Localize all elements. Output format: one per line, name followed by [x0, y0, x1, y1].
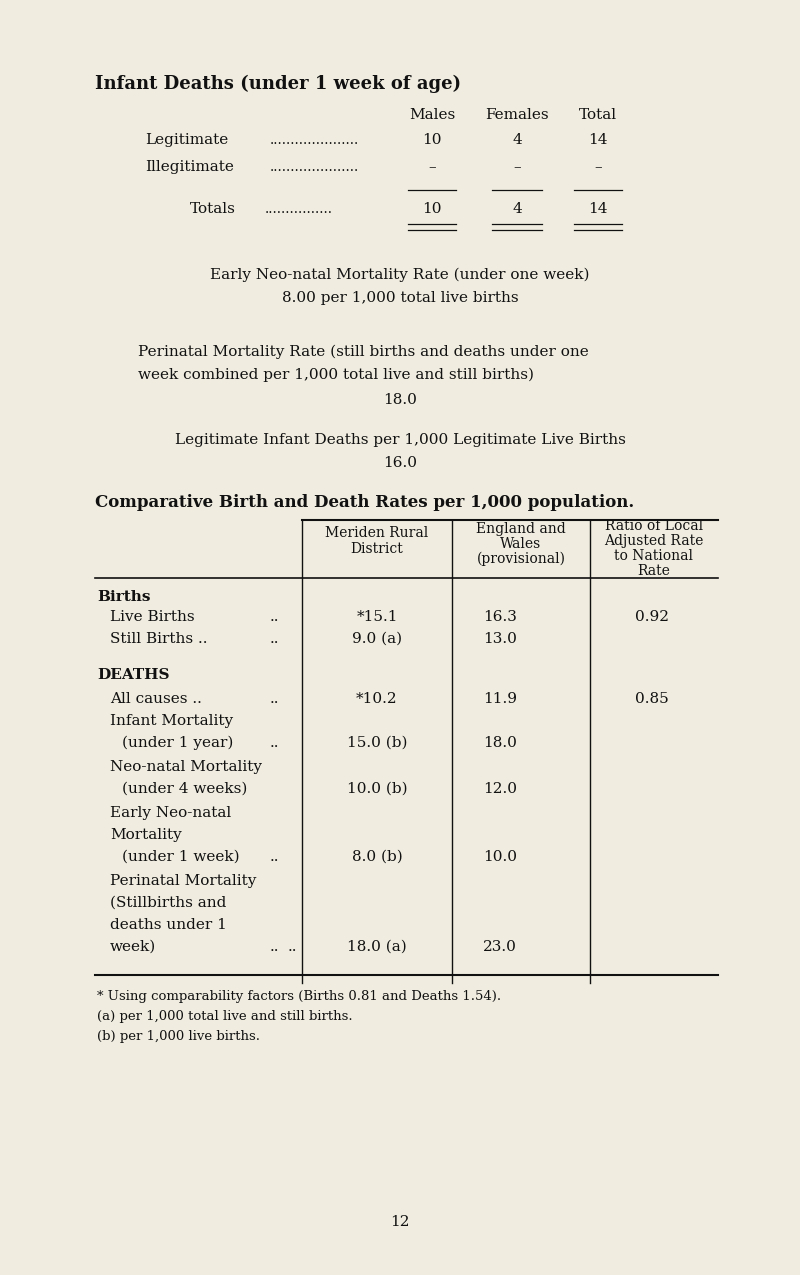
Text: ..: ..	[270, 736, 279, 750]
Text: 16.3: 16.3	[483, 609, 517, 623]
Text: to National: to National	[614, 550, 694, 564]
Text: Totals: Totals	[190, 201, 236, 215]
Text: (under 4 weeks): (under 4 weeks)	[122, 782, 247, 796]
Text: DEATHS: DEATHS	[97, 668, 170, 682]
Text: 12.0: 12.0	[483, 782, 517, 796]
Text: District: District	[350, 542, 403, 556]
Text: Live Births: Live Births	[110, 609, 194, 623]
Text: Early Neo-natal Mortality Rate (under one week): Early Neo-natal Mortality Rate (under on…	[210, 268, 590, 282]
Text: Perinatal Mortality: Perinatal Mortality	[110, 873, 256, 887]
Text: Perinatal Mortality Rate (still births and deaths under one: Perinatal Mortality Rate (still births a…	[138, 346, 589, 360]
Text: Illegitimate: Illegitimate	[145, 159, 234, 173]
Text: * Using comparability factors (Births 0.81 and Deaths 1.54).: * Using comparability factors (Births 0.…	[97, 989, 501, 1003]
Text: 10.0 (b): 10.0 (b)	[346, 782, 407, 796]
Text: 4: 4	[512, 133, 522, 147]
Text: *10.2: *10.2	[356, 692, 398, 706]
Text: 11.9: 11.9	[483, 692, 517, 706]
Text: Comparative Birth and Death Rates per 1,000 population.: Comparative Birth and Death Rates per 1,…	[95, 493, 634, 511]
Text: 0.92: 0.92	[635, 609, 669, 623]
Text: (a) per 1,000 total live and still births.: (a) per 1,000 total live and still birth…	[97, 1010, 353, 1023]
Text: 10: 10	[422, 133, 442, 147]
Text: 18.0 (a): 18.0 (a)	[347, 940, 407, 954]
Text: 14: 14	[588, 133, 608, 147]
Text: (under 1 year): (under 1 year)	[122, 736, 234, 751]
Text: –: –	[594, 159, 602, 173]
Text: 4: 4	[512, 201, 522, 215]
Text: Males: Males	[409, 108, 455, 122]
Text: Legitimate: Legitimate	[145, 133, 228, 147]
Text: –: –	[428, 159, 436, 173]
Text: Early Neo-natal: Early Neo-natal	[110, 806, 231, 820]
Text: (Stillbirths and: (Stillbirths and	[110, 896, 226, 910]
Text: ..: ..	[270, 692, 279, 706]
Text: –: –	[513, 159, 521, 173]
Text: 18.0: 18.0	[383, 393, 417, 407]
Text: 23.0: 23.0	[483, 940, 517, 954]
Text: ..: ..	[288, 940, 298, 954]
Text: Infant Mortality: Infant Mortality	[110, 714, 233, 728]
Text: ..: ..	[270, 609, 279, 623]
Text: Rate: Rate	[638, 564, 670, 578]
Text: All causes ..: All causes ..	[110, 692, 202, 706]
Text: Mortality: Mortality	[110, 827, 182, 842]
Text: 0.85: 0.85	[635, 692, 669, 706]
Text: 10: 10	[422, 201, 442, 215]
Text: 14: 14	[588, 201, 608, 215]
Text: Meriden Rural: Meriden Rural	[326, 527, 429, 541]
Text: .....................: .....................	[270, 133, 359, 147]
Text: Wales: Wales	[500, 537, 542, 551]
Text: 10.0: 10.0	[483, 850, 517, 864]
Text: 13.0: 13.0	[483, 632, 517, 646]
Text: ..: ..	[270, 940, 279, 954]
Text: Still Births ..: Still Births ..	[110, 632, 207, 646]
Text: 18.0: 18.0	[483, 736, 517, 750]
Text: (b) per 1,000 live births.: (b) per 1,000 live births.	[97, 1030, 260, 1043]
Text: *15.1: *15.1	[356, 609, 398, 623]
Text: (provisional): (provisional)	[477, 552, 566, 566]
Text: deaths under 1: deaths under 1	[110, 918, 227, 932]
Text: week): week)	[110, 940, 156, 954]
Text: 15.0 (b): 15.0 (b)	[346, 736, 407, 750]
Text: ................: ................	[265, 201, 333, 215]
Text: .....................: .....................	[270, 159, 359, 173]
Text: 12: 12	[390, 1215, 410, 1229]
Text: ..: ..	[270, 632, 279, 646]
Text: Adjusted Rate: Adjusted Rate	[604, 534, 704, 548]
Text: England and: England and	[476, 521, 566, 536]
Text: Ratio of Local: Ratio of Local	[605, 519, 703, 533]
Text: Births: Births	[97, 590, 150, 604]
Text: Total: Total	[579, 108, 617, 122]
Text: (under 1 week): (under 1 week)	[122, 850, 240, 864]
Text: 16.0: 16.0	[383, 456, 417, 470]
Text: Infant Deaths (under 1 week of age): Infant Deaths (under 1 week of age)	[95, 75, 461, 93]
Text: Legitimate Infant Deaths per 1,000 Legitimate Live Births: Legitimate Infant Deaths per 1,000 Legit…	[174, 434, 626, 448]
Text: Females: Females	[485, 108, 549, 122]
Text: 8.0 (b): 8.0 (b)	[352, 850, 402, 864]
Text: 9.0 (a): 9.0 (a)	[352, 632, 402, 646]
Text: week combined per 1,000 total live and still births): week combined per 1,000 total live and s…	[138, 368, 534, 382]
Text: Neo-natal Mortality: Neo-natal Mortality	[110, 760, 262, 774]
Text: ..: ..	[270, 850, 279, 864]
Text: 8.00 per 1,000 total live births: 8.00 per 1,000 total live births	[282, 291, 518, 305]
